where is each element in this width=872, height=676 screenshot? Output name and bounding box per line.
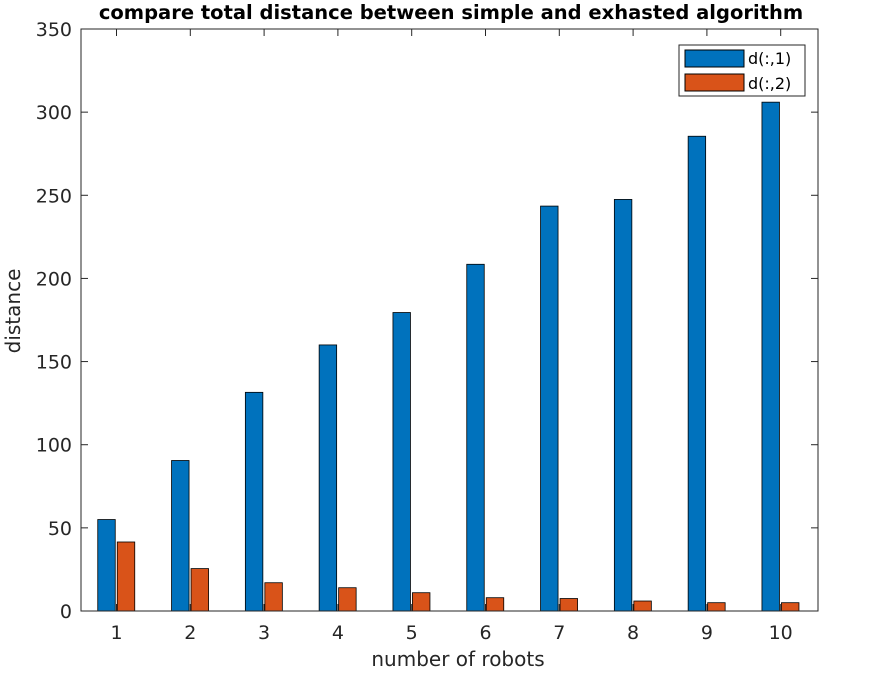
- bar-series-2-5: [412, 592, 431, 612]
- bar-series-2-9: [707, 602, 726, 612]
- y-tick-label: 100: [36, 435, 72, 457]
- y-tick-label: 200: [36, 268, 72, 290]
- bar-series-1-3: [244, 391, 264, 612]
- x-tick-label: 7: [553, 622, 565, 644]
- bar-series-2-10: [781, 602, 800, 612]
- legend-swatch-series-1: [684, 49, 745, 68]
- legend-swatch-series-2: [684, 73, 745, 92]
- bar-series-1-5: [392, 312, 411, 612]
- x-tick-label: 1: [110, 622, 122, 644]
- x-tick-label: 2: [184, 622, 196, 644]
- bar-series-2-2: [190, 568, 209, 612]
- bar-series-2-4: [338, 587, 357, 612]
- x-axis-label: number of robots: [371, 647, 544, 671]
- legend-label-series-1: d(:,1): [748, 49, 791, 68]
- plot-area: [81, 29, 818, 611]
- ticks-layer: [81, 28, 818, 612]
- bar-series-1-7: [540, 205, 559, 612]
- bar-series-1-4: [318, 344, 338, 612]
- y-axis-label: distance: [1, 269, 25, 354]
- y-tick-label: 50: [48, 518, 72, 540]
- bars-layer: [97, 101, 800, 612]
- y-tick-label: 250: [36, 185, 72, 207]
- legend-label-series-2: d(:,2): [748, 74, 791, 93]
- bar-series-1-8: [613, 199, 633, 612]
- bar-series-2-1: [116, 541, 136, 612]
- x-tick-label: 4: [332, 622, 344, 644]
- bar-series-1-1: [97, 519, 116, 612]
- y-tick-label: 350: [36, 19, 72, 41]
- bar-series-2-6: [485, 597, 505, 612]
- bar-series-2-3: [264, 582, 283, 612]
- x-tick-label: 8: [627, 622, 639, 644]
- y-tick-label: 150: [36, 352, 72, 374]
- chart-title: compare total distance between simple an…: [99, 1, 803, 24]
- y-tick-label: 300: [36, 102, 72, 124]
- tick-labels-layer: 0 50 100 150 200 250 300 350 1 2 3 4 5 6 7 8 9 10: [36, 19, 793, 644]
- x-tick-label: 10: [769, 622, 793, 644]
- x-tick-label: 6: [479, 622, 491, 644]
- bar-series-1-2: [171, 460, 190, 612]
- legend: d(:,1) d(:,2): [678, 44, 806, 97]
- y-tick-label: 0: [60, 601, 72, 623]
- bar-series-2-7: [559, 598, 578, 612]
- bar-series-2-8: [633, 600, 652, 612]
- bar-series-1-10: [761, 101, 780, 612]
- bar-series-1-9: [687, 135, 707, 612]
- bar-series-1-6: [466, 263, 485, 612]
- axes-box: [80, 28, 819, 612]
- x-tick-label: 9: [701, 622, 713, 644]
- x-tick-label: 3: [258, 622, 270, 644]
- x-tick-label: 5: [406, 622, 418, 644]
